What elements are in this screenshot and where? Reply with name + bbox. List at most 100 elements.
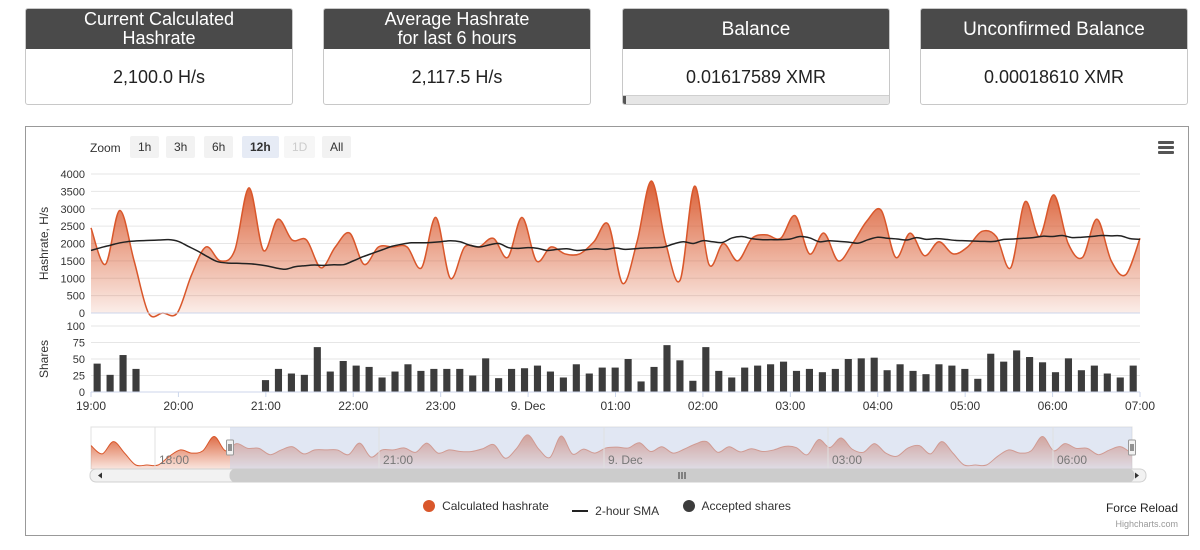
scroll-left-icon — [98, 472, 102, 479]
chart-plot-area: 0 500 1000 1500 2000 2500 3000 3500 4000 0 25 50 75 1… — [37, 169, 1155, 483]
share-bar — [326, 371, 334, 392]
y-tick-label: 3000 — [61, 204, 85, 216]
share-bar — [1129, 365, 1137, 392]
balance-value: 0.01617589 XMR — [685, 67, 827, 87]
chart-legend: Calculated hashrate 2-hour SMA Accepted … — [26, 499, 1188, 518]
share-bar — [119, 355, 127, 392]
average-hashrate-value: 2,117.5 H/s — [411, 67, 503, 87]
hashrate-area — [91, 180, 1140, 317]
share-bar — [611, 367, 619, 392]
x-tick-label: 19:00 — [76, 399, 106, 413]
sma-line — [90, 234, 1141, 270]
share-bar — [598, 367, 606, 392]
zoom-button-1h[interactable]: 1h — [130, 136, 160, 158]
share-bar — [287, 373, 295, 392]
navigator-tick-label: 9. Dec — [608, 453, 643, 467]
share-bar — [857, 358, 865, 392]
share-bar — [935, 364, 943, 392]
x-tick-label: 01:00 — [600, 399, 630, 413]
y-tick-label: 500 — [67, 291, 85, 303]
card-title-line: Current Calculated — [83, 9, 235, 29]
share-bar — [754, 365, 762, 392]
card-title-line: for last 6 hours — [397, 28, 517, 48]
share-bar — [417, 370, 425, 392]
force-reload-link[interactable]: Force Reload — [1105, 501, 1178, 515]
zoom-button-all[interactable]: All — [322, 136, 352, 158]
share-bar — [456, 368, 464, 392]
navigator-scrollbar[interactable] — [89, 468, 1147, 483]
zoom-button-12h[interactable]: 12h — [242, 136, 279, 158]
share-bar — [533, 365, 542, 392]
share-bar — [261, 380, 270, 392]
hashrate-chart: Zoom 1h 3h 6h 12h 1D All 0 500 1000 1500 2000 2500… — [25, 126, 1189, 536]
balance-title: Balance — [623, 9, 889, 49]
zoom-button-6h[interactable]: 6h — [204, 136, 234, 158]
x-tick-label: 23:00 — [426, 399, 456, 413]
share-bar — [1064, 358, 1073, 392]
share-bar — [572, 364, 580, 392]
card-title-line: Balance — [721, 18, 791, 40]
legend-item-sma[interactable]: 2-hour SMA — [572, 504, 659, 518]
y-tick-label: 0 — [79, 308, 85, 320]
share-bar — [650, 366, 658, 392]
card-title-line: Unconfirmed Balance — [963, 18, 1145, 40]
share-bar — [469, 375, 477, 392]
current-hashrate-card: Current Calculated Hashrate 2,100.0 H/s — [25, 8, 293, 105]
share-bar — [1116, 377, 1124, 392]
share-bar — [1077, 370, 1085, 392]
share-bar — [896, 364, 904, 392]
y-tick-label: 3500 — [61, 186, 85, 198]
legend-swatch-sma — [572, 510, 589, 512]
shares-axis-title: Shares — [37, 340, 51, 378]
y-tick-label: 25 — [73, 371, 85, 383]
credits-link[interactable]: Highcharts.com — [1115, 519, 1178, 529]
payout-progress-bar — [623, 95, 889, 104]
navigator-handle[interactable] — [226, 439, 234, 456]
navigator-tick-label: 03:00 — [832, 453, 862, 467]
share-bar — [106, 374, 114, 392]
navigator-tick-label: 06:00 — [1057, 453, 1087, 467]
y-tick-label: 2500 — [61, 221, 85, 233]
legend-swatch-shares — [682, 500, 695, 512]
share-bar — [1103, 373, 1111, 392]
y-tick-label: 4000 — [61, 169, 85, 181]
card-title-line: Average Hashrate — [384, 9, 530, 29]
current-hashrate-value: 2,100.0 H/s — [112, 67, 206, 87]
y-tick-label: 50 — [73, 354, 85, 366]
share-bar — [495, 378, 503, 392]
share-bar — [818, 372, 826, 392]
legend-swatch-hashrate — [423, 500, 436, 512]
navigator-tick-label: 21:00 — [383, 453, 413, 467]
zoom-button-3h[interactable]: 3h — [166, 136, 196, 158]
hamburger-icon[interactable] — [1158, 141, 1174, 155]
share-bar — [987, 353, 995, 392]
share-bar — [300, 374, 308, 392]
card-title-line: Hashrate — [122, 28, 196, 48]
share-bar — [767, 364, 775, 392]
share-bar — [430, 368, 438, 392]
hashrate-line — [90, 180, 1141, 318]
legend-item-shares[interactable]: Accepted shares — [682, 499, 791, 513]
share-bar — [702, 347, 710, 392]
zoom-button-1d: 1D — [284, 136, 316, 158]
navigator-handle[interactable] — [1128, 439, 1136, 456]
x-tick-label: 21:00 — [251, 399, 281, 413]
share-bar — [831, 368, 839, 392]
share-bar — [909, 370, 917, 392]
x-tick-label: 02:00 — [688, 399, 718, 413]
share-bar — [365, 366, 373, 392]
unconfirmed-balance-card: Unconfirmed Balance 0.00018610 XMR — [920, 8, 1188, 105]
share-bar — [378, 377, 386, 392]
y-tick-label: 1000 — [61, 273, 85, 285]
payout-progress-fill — [623, 96, 626, 104]
share-bar — [974, 378, 982, 392]
zoom-label: Zoom — [90, 141, 121, 155]
legend-item-hashrate[interactable]: Calculated hashrate — [423, 499, 549, 513]
share-bar — [1000, 361, 1008, 392]
navigator-selection — [230, 427, 1132, 469]
legend-label: Calculated hashrate — [442, 499, 549, 513]
share-bar — [883, 370, 891, 392]
share-bar — [689, 380, 697, 392]
x-tick-label: 05:00 — [950, 399, 980, 413]
share-bar — [792, 370, 801, 392]
